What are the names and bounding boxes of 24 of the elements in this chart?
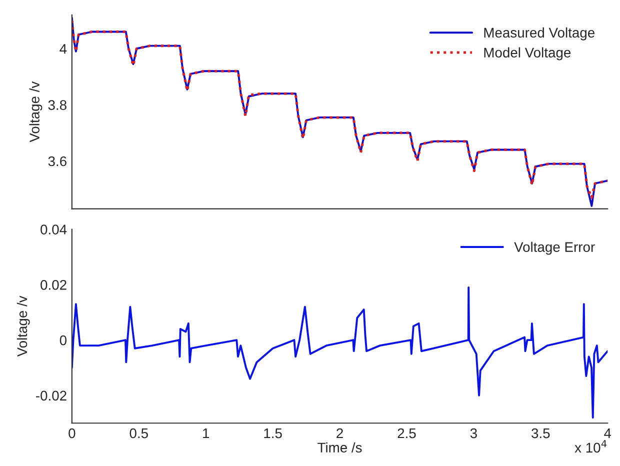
x-axis-title: Time /s	[318, 442, 362, 453]
x-tick-label: 1.5	[264, 428, 282, 438]
y-tick-label: 3.8	[48, 100, 66, 110]
y-tick-label: 3.6	[48, 156, 66, 166]
x-tick-label: 1	[203, 428, 210, 438]
y-axis-title: Voltage /v	[29, 81, 42, 142]
y-tick-label: 4	[60, 44, 67, 54]
x-tick-label: 0.5	[130, 428, 148, 438]
y-tick-label: 0.04	[40, 224, 67, 234]
text: x 10$^{4}$	[574, 440, 607, 453]
line-series	[72, 286, 608, 419]
x-tick-label: 2	[336, 428, 343, 438]
legend-label: Voltage Error	[514, 242, 595, 255]
x-tick-label: 4	[604, 428, 612, 438]
legend-label: Model Voltage	[484, 47, 571, 60]
x-tick-label: 3.5	[532, 428, 550, 438]
y-tick-label: -0.02	[36, 390, 66, 401]
x-tick-label: 3	[470, 428, 477, 438]
legend-label: Measured Voltage	[484, 27, 594, 40]
y-tick-label: 0.02	[40, 280, 66, 290]
x-tick-label: 2.5	[398, 428, 416, 438]
y-tick-label: 0	[60, 335, 67, 346]
y-axis-title: Voltage /v	[16, 296, 30, 357]
x-tick-label: 0	[68, 428, 76, 438]
